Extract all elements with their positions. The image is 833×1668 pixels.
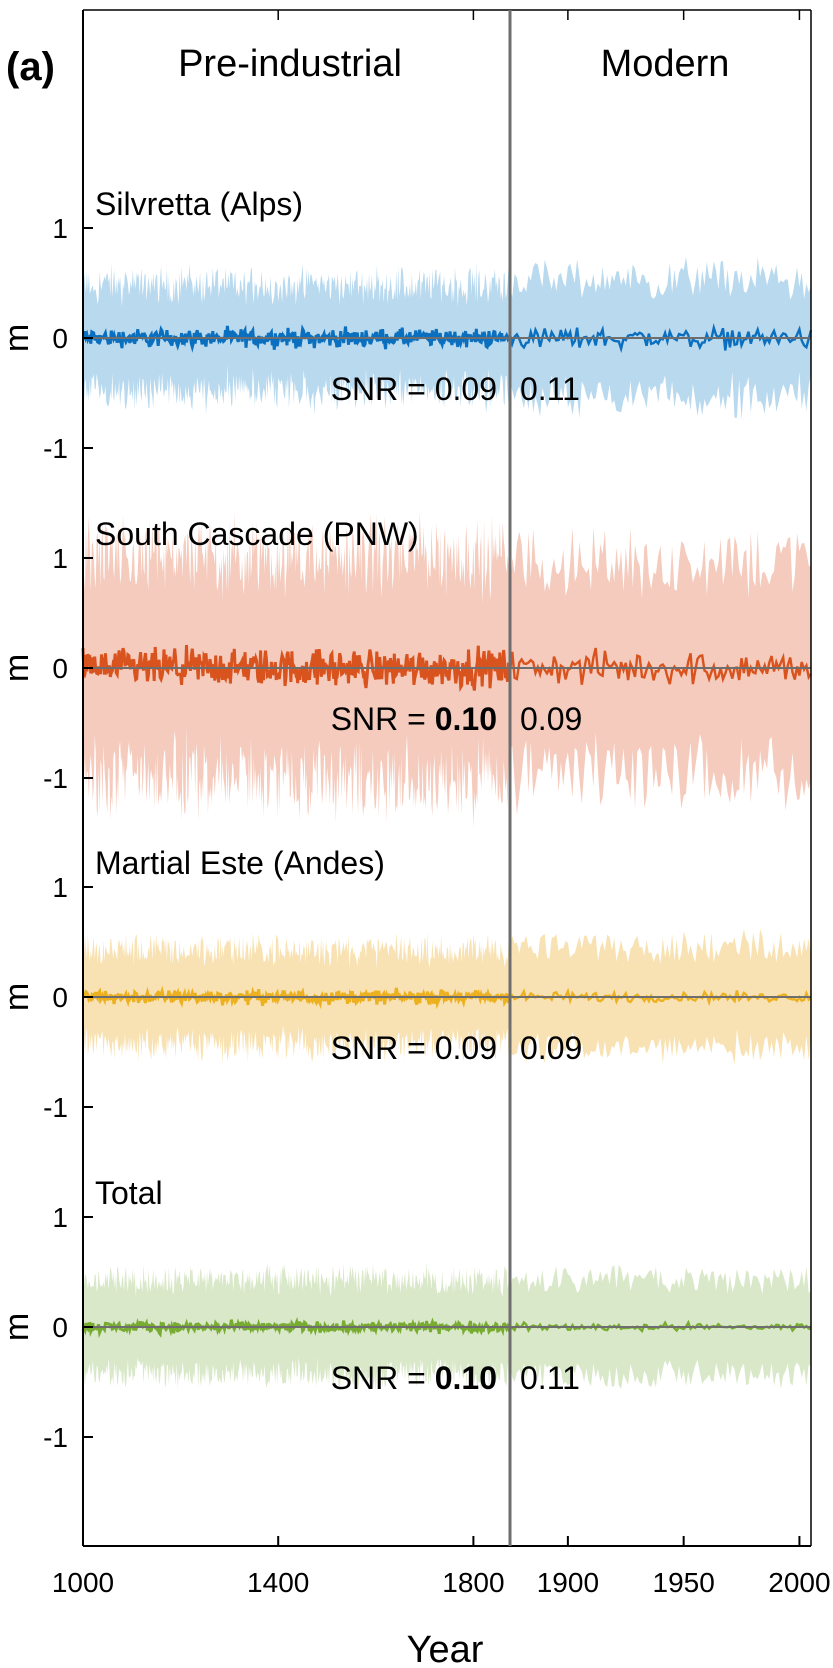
y-axis-label: m [0,1313,36,1341]
y-tick-label: 0 [52,982,68,1013]
y-tick-label: 1 [52,543,68,574]
snr-pre-industrial-martial-este-andes: SNR = 0.09 [331,1030,497,1066]
y-tick-label: 1 [52,213,68,244]
series-name-silvretta-alps: Silvretta (Alps) [95,186,303,222]
series-name-south-cascade-pnw: South Cascade (PNW) [95,516,419,552]
snr-modern-silvretta-alps: 0.11 [520,371,580,407]
y-tick-label: -1 [43,433,68,464]
y-tick-label: 0 [52,323,68,354]
axis-ticks [82,10,801,1546]
y-tick-label: -1 [43,763,68,794]
series-lines [81,323,813,1339]
snr-modern-martial-este-andes: 0.09 [520,1030,582,1066]
x-tick-label: 1950 [653,1567,715,1598]
y-tick-label: 0 [52,1312,68,1343]
snr-modern-total: 0.11 [520,1360,580,1396]
snr-modern-south-cascade-pnw: 0.09 [520,701,582,737]
y-axis-label: m [0,324,36,352]
snr-pre-industrial-silvretta-alps: SNR = 0.09 [331,371,497,407]
snr-pre-industrial-total: SNR = 0.10 [331,1360,497,1396]
series-line-south-cascade-pnw-modern [508,647,813,685]
x-tick-label: 1800 [442,1567,504,1598]
y-axis-label: m [0,654,36,682]
y-tick-label: 1 [52,1202,68,1233]
y-tick-label: 0 [52,653,68,684]
period-label-pre-industrial: Pre-industrial [178,43,402,85]
panel-label: (a) [6,45,55,89]
x-tick-label: 1900 [537,1567,599,1598]
y-tick-label: 1 [52,872,68,903]
x-tick-label: 2000 [768,1567,830,1598]
y-tick-label: -1 [43,1422,68,1453]
axes-frame [82,9,812,1547]
x-tick-label: 1000 [52,1567,114,1598]
band-south-cascade-pnw-modern [510,527,811,815]
period-label-modern: Modern [601,43,730,85]
y-tick-label: -1 [43,1092,68,1123]
series-name-total: Total [95,1175,163,1211]
series-name-martial-este-andes: Martial Este (Andes) [95,845,385,881]
snr-pre-industrial-south-cascade-pnw: SNR = 0.10 [331,701,497,737]
zero-lines [83,337,811,1328]
uncertainty-bands [83,256,811,1392]
series-line-south-cascade-pnw-pre-industrial [81,644,511,692]
text-labels: (a) Pre-industrial Modern Year 1 0 -1 m Silv… [0,43,831,1668]
x-axis-label: Year [407,1629,484,1668]
x-tick-label: 1400 [247,1567,309,1598]
y-axis-label: m [0,983,36,1011]
